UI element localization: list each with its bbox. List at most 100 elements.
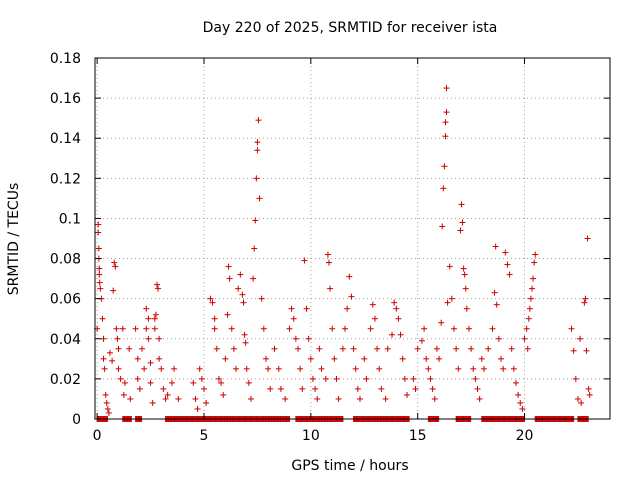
data-point [301, 257, 308, 264]
data-point [112, 263, 119, 270]
data-point [95, 221, 102, 228]
data-point [228, 325, 235, 332]
y-axis: 0 0.02 0.04 0.06 0.08 0.1 0.12 0.14 0.16 0.18 [50, 51, 610, 428]
data-point [525, 315, 532, 322]
data-point [162, 395, 169, 402]
data-point [282, 395, 289, 402]
data-point [109, 357, 116, 364]
data-point [132, 325, 139, 332]
data-point [115, 365, 122, 372]
data-point [145, 315, 152, 322]
data-point [446, 263, 453, 270]
data-point [292, 335, 299, 342]
data-point [134, 375, 141, 382]
data-point [171, 365, 178, 372]
data-point [224, 311, 231, 318]
data-point [335, 395, 342, 402]
data-point [314, 395, 321, 402]
data-point [245, 379, 252, 386]
data-point [175, 395, 182, 402]
data-point [233, 365, 240, 372]
data-point [213, 345, 220, 352]
data-point [198, 375, 205, 382]
data-point [485, 345, 492, 352]
data-point [230, 345, 237, 352]
data-point [254, 139, 261, 146]
data-point [100, 335, 107, 342]
data-point [325, 259, 332, 266]
data-point [286, 325, 293, 332]
data-point [318, 365, 325, 372]
data-point [443, 85, 450, 92]
data-point [156, 355, 163, 362]
data-point [111, 259, 118, 266]
data-point [346, 273, 353, 280]
data-point [491, 289, 498, 296]
data-point [152, 311, 159, 318]
data-point [403, 391, 410, 398]
data-point [512, 379, 519, 386]
data-point [277, 385, 284, 392]
data-point [526, 305, 533, 312]
grid [95, 57, 610, 420]
chart-title: Day 220 of 2025, SRMTID for receiver ist… [203, 20, 498, 36]
data-point [493, 301, 500, 308]
x-tick-label: 20 [516, 428, 534, 444]
data-point [105, 409, 112, 416]
data-point [451, 325, 458, 332]
data-point [114, 335, 121, 342]
data-point [97, 285, 104, 292]
data-point [240, 299, 247, 306]
data-point [190, 379, 197, 386]
data-point [574, 395, 581, 402]
data-point [529, 285, 536, 292]
data-point [95, 245, 102, 252]
data-point [460, 265, 467, 272]
data-point [156, 335, 163, 342]
data-point [147, 359, 154, 366]
data-point [251, 245, 258, 252]
data-point [582, 295, 589, 302]
y-tick-label: 0.02 [50, 372, 81, 388]
data-point [517, 399, 524, 406]
data-point [440, 185, 447, 192]
data-point [429, 385, 436, 392]
data-point [448, 295, 455, 302]
data-point [194, 405, 201, 412]
data-point [495, 335, 502, 342]
data-point [290, 315, 297, 322]
data-point [414, 345, 421, 352]
data-point [168, 379, 175, 386]
data-point [260, 325, 267, 332]
data-point [96, 271, 103, 278]
y-tick-label: 0 [72, 412, 81, 428]
data-point [309, 375, 316, 382]
data-point [354, 385, 361, 392]
data-point [395, 315, 402, 322]
data-point [441, 163, 448, 170]
data-point [151, 315, 158, 322]
data-point [376, 365, 383, 372]
data-point [532, 251, 539, 258]
data-point [312, 385, 319, 392]
data-point [103, 399, 110, 406]
data-point [586, 391, 593, 398]
data-point [570, 347, 577, 354]
data-point [527, 295, 534, 302]
data-point [253, 175, 260, 182]
data-point [433, 345, 440, 352]
data-point [117, 375, 124, 382]
data-point [218, 379, 225, 386]
x-tick-label: 10 [302, 428, 320, 444]
data-point [215, 375, 222, 382]
data-point [96, 265, 103, 272]
data-point [149, 399, 156, 406]
data-point [307, 355, 314, 362]
data-point [378, 385, 385, 392]
y-tick-label: 0.08 [50, 252, 81, 268]
data-point [235, 285, 242, 292]
x-axis: 0 5 10 15 20 [93, 58, 534, 444]
data-point [421, 325, 428, 332]
data-point [397, 331, 404, 338]
data-point [333, 375, 340, 382]
